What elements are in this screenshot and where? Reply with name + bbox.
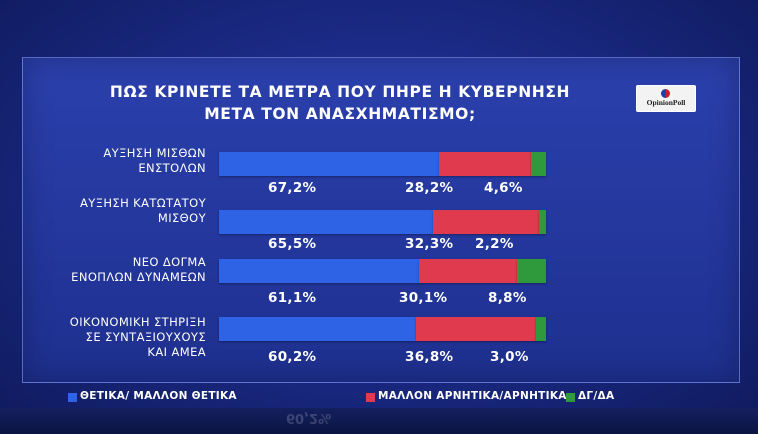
legend-swatch bbox=[566, 393, 575, 402]
logo-text: OpinionPoll bbox=[646, 98, 686, 107]
data-label: 28,2% bbox=[405, 180, 454, 196]
category-label: ΑΥΞΗΣΗ ΜΙΣΘΩΝ bbox=[103, 146, 206, 160]
data-label: 30,1% bbox=[399, 290, 448, 306]
legend-label: ΘΕΤΙΚΑ/ ΜΑΛΛΟΝ ΘΕΤΙΚΑ bbox=[80, 390, 237, 402]
category-label: ΣΕ ΣΥΝΤΑΞΙΟΥΧΟΥΣ bbox=[85, 330, 206, 344]
data-label: 3,0% bbox=[490, 349, 529, 365]
legend-label: ΔΓ/ΔΑ bbox=[578, 390, 615, 402]
logo-mark-icon bbox=[661, 89, 670, 98]
bar-segment bbox=[418, 259, 518, 283]
bar-segment bbox=[433, 210, 539, 234]
category-label: ΟΙΚΟΝΟΜΙΚΗ ΣΤΗΡΙΞΗ bbox=[69, 315, 206, 329]
category-label: ΑΥΞΗΣΗ ΚΑΤΩΤΑΤΟΥ bbox=[80, 196, 206, 210]
bar-segment bbox=[219, 210, 434, 234]
bar-segment bbox=[517, 259, 546, 283]
data-label: 67,2% bbox=[268, 180, 317, 196]
category-label: ΕΝΟΠΛΩΝ ΔΥΝΑΜΕΩΝ bbox=[71, 270, 206, 284]
data-label: 65,5% bbox=[268, 236, 317, 252]
bar-segment bbox=[219, 317, 416, 341]
bar-segment bbox=[536, 317, 546, 341]
data-label: 32,3% bbox=[405, 236, 454, 252]
category-label: ΚΑΙ ΑΜΕΑ bbox=[147, 345, 206, 359]
category-label: ΕΝΣΤΟΛΩΝ bbox=[138, 161, 206, 175]
bar-segment bbox=[219, 152, 439, 176]
title-line-2: ΜΕΤΑ ΤΟΝ ΑΝΑΣΧΗΜΑΤΙΣΜΟ; bbox=[204, 105, 476, 123]
title-line-1: ΠΩΣ ΚΡΙΝΕΤΕ ΤΑ ΜΕΤΡΑ ΠΟΥ ΠΗΡΕ Η ΚΥΒΕΡΝΗΣ… bbox=[109, 83, 571, 101]
bar-segment bbox=[538, 210, 546, 234]
data-label: 61,1% bbox=[268, 290, 317, 306]
legend-swatch bbox=[68, 393, 77, 402]
opinionpoll-logo: OpinionPoll bbox=[636, 85, 696, 112]
bar-segment bbox=[219, 259, 419, 283]
bar-segment bbox=[530, 152, 546, 176]
legend-swatch bbox=[366, 393, 375, 402]
bar-segment bbox=[415, 317, 537, 341]
category-label: ΝΕΟ ΔΟΓΜΑ bbox=[132, 255, 206, 269]
floor-reflection bbox=[0, 408, 758, 434]
bar-segment bbox=[438, 152, 531, 176]
data-label: 36,8% bbox=[405, 349, 454, 365]
data-label: 2,2% bbox=[475, 236, 514, 252]
legend-label: ΜΑΛΛΟΝ ΑΡΝΗΤΙΚΑ/ΑΡΝΗΤΙΚΑ bbox=[378, 390, 567, 402]
reflection-text: 60,2% bbox=[286, 410, 332, 425]
data-label: 60,2% bbox=[268, 349, 317, 365]
category-label: ΜΙΣΘΟΥ bbox=[157, 211, 206, 225]
chart-title: ΠΩΣ ΚΡΙΝΕΤΕ ΤΑ ΜΕΤΡΑ ΠΟΥ ΠΗΡΕ Η ΚΥΒΕΡΝΗΣ… bbox=[60, 81, 620, 125]
data-label: 8,8% bbox=[488, 290, 527, 306]
data-label: 4,6% bbox=[484, 180, 523, 196]
